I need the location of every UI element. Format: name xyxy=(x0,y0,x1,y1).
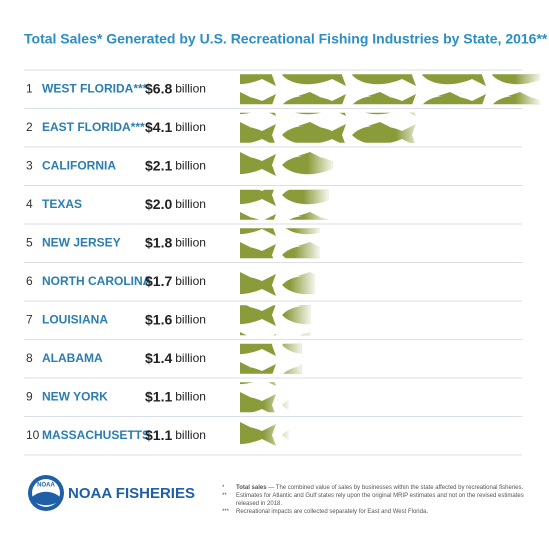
rank: 5 xyxy=(26,235,33,249)
value: $2.1 xyxy=(145,157,172,173)
footnote: *** Recreational impacts are collected se… xyxy=(222,508,537,516)
value: $1.1 xyxy=(145,388,172,404)
state: LOUISIANA xyxy=(42,312,108,326)
fade xyxy=(515,74,540,105)
value-label: $4.1 billion xyxy=(145,118,206,134)
footnote-text: Estimates for Atlantic and Gulf states r… xyxy=(236,492,537,508)
unit: billion xyxy=(175,235,206,249)
fade xyxy=(290,266,315,297)
value: $1.6 xyxy=(145,311,172,327)
footnote-term: Total sales xyxy=(236,485,267,491)
state: ALABAMA xyxy=(42,351,103,365)
value: $4.1 xyxy=(145,118,172,134)
rank: 3 xyxy=(26,158,33,172)
chart-title: Total Sales* Generated by U.S. Recreatio… xyxy=(24,31,548,47)
fade xyxy=(395,112,421,143)
rank: 7 xyxy=(26,312,33,326)
value-label: $1.1 billion xyxy=(145,388,206,404)
state: CALIFORNIA xyxy=(42,158,116,172)
footnote-body: — The combined value of sales by busines… xyxy=(266,485,524,491)
footnote: ** Estimates for Atlantic and Gulf states… xyxy=(222,492,537,508)
value-label: $1.4 billion xyxy=(145,349,206,365)
value-label: $1.7 billion xyxy=(145,272,206,288)
value-label: $6.8 billion xyxy=(145,80,206,96)
unit: billion xyxy=(175,81,206,95)
rank: 9 xyxy=(26,389,33,403)
value: $2.0 xyxy=(145,195,172,211)
fade xyxy=(307,151,333,182)
state: NEW JERSEY xyxy=(42,235,121,249)
value: $1.7 xyxy=(145,272,172,288)
fish-bar xyxy=(240,74,540,105)
brand: NOAA FISHERIES xyxy=(68,485,195,502)
value-label: $2.1 billion xyxy=(145,157,206,173)
fade xyxy=(294,228,320,259)
fade xyxy=(276,343,302,374)
unit: billion xyxy=(175,197,206,211)
value-label: $1.1 billion xyxy=(145,426,206,442)
unit: billion xyxy=(175,312,206,326)
fish-bar xyxy=(240,112,421,143)
rank: 8 xyxy=(26,351,33,365)
footnote: * Total sales — The combined value of sal… xyxy=(222,484,537,492)
footnote-text: Total sales — The combined value of sale… xyxy=(236,484,523,492)
footnotes: * Total sales — The combined value of sal… xyxy=(222,484,537,516)
rank: 10 xyxy=(26,428,40,442)
unit: billion xyxy=(175,389,206,403)
unit: billion xyxy=(175,428,206,442)
footnote-text: Recreational impacts are collected separ… xyxy=(236,508,428,516)
value: $6.8 xyxy=(145,80,172,96)
rank: 1 xyxy=(26,81,33,95)
footnote-mark: ** xyxy=(222,493,227,499)
unit: billion xyxy=(175,158,206,172)
unit: billion xyxy=(175,120,206,134)
state: EAST FLORIDA*** xyxy=(42,120,145,134)
state: WEST FLORIDA*** xyxy=(42,81,148,95)
value-label: $1.6 billion xyxy=(145,311,206,327)
footnote-mark: * xyxy=(222,485,225,491)
logo: NOAA NOAA FISHERIES xyxy=(28,475,195,511)
footnote-body: Recreational impacts are collected separ… xyxy=(236,509,428,515)
rank: 4 xyxy=(26,197,33,211)
footnote-body: Estimates for Atlantic and Gulf states r… xyxy=(236,493,524,507)
rank: 6 xyxy=(26,274,33,288)
fade xyxy=(285,305,311,336)
unit: billion xyxy=(175,274,206,288)
footnote-mark: *** xyxy=(222,509,230,515)
logo-text: NOAA xyxy=(37,483,55,489)
state: TEXAS xyxy=(42,197,82,211)
state: NEW YORK xyxy=(42,389,108,403)
value: $1.8 xyxy=(145,234,172,250)
value-label: $2.0 billion xyxy=(145,195,206,211)
value-label: $1.8 billion xyxy=(145,234,206,250)
unit: billion xyxy=(175,351,206,365)
value: $1.1 xyxy=(145,426,172,442)
rank: 2 xyxy=(26,120,33,134)
state: NORTH CAROLINA xyxy=(42,274,152,288)
fade xyxy=(263,382,289,413)
fade xyxy=(263,420,289,451)
fade xyxy=(303,189,329,220)
state: MASSACHUSETTS xyxy=(42,428,150,442)
value: $1.4 xyxy=(145,349,172,365)
